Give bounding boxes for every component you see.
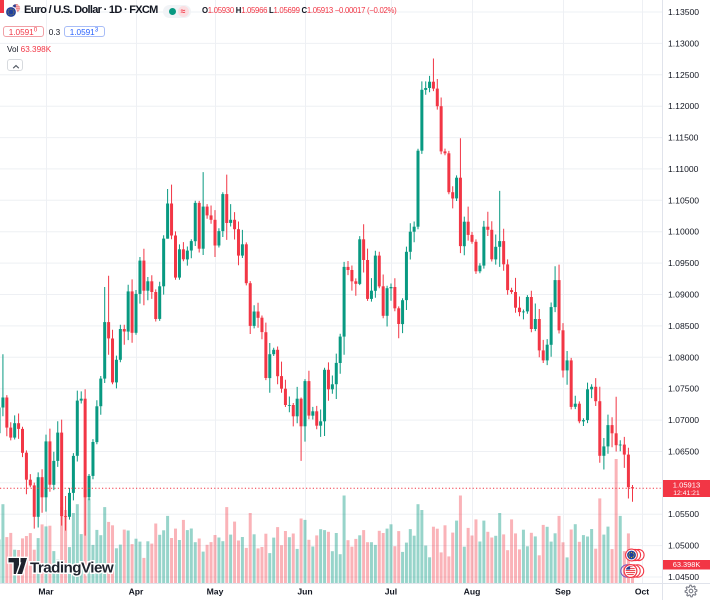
svg-text:63.398K: 63.398K [673, 560, 701, 569]
svg-text:Sep: Sep [555, 587, 571, 597]
svg-text:1.09000: 1.09000 [668, 290, 699, 300]
svg-text:1.05913: 1.05913 [673, 481, 700, 490]
svg-text:1.08000: 1.08000 [668, 352, 699, 362]
svg-text:Aug: Aug [464, 587, 481, 597]
svg-text:1.12500: 1.12500 [668, 70, 699, 80]
svg-text:Jun: Jun [297, 587, 312, 597]
svg-text:1.07500: 1.07500 [668, 384, 699, 394]
svg-text:1.10500: 1.10500 [668, 195, 699, 205]
svg-text:1.10000: 1.10000 [668, 227, 699, 237]
svg-text:1.06500: 1.06500 [668, 447, 699, 457]
svg-text:Mar: Mar [38, 587, 54, 597]
svg-text:1.05500: 1.05500 [668, 509, 699, 519]
svg-text:Oct: Oct [635, 587, 649, 597]
svg-text:1.12000: 1.12000 [668, 101, 699, 111]
svg-text:1.04500: 1.04500 [668, 572, 699, 582]
svg-text:1.13000: 1.13000 [668, 38, 699, 48]
svg-text:TradingView: TradingView [30, 560, 114, 577]
svg-text:1.11500: 1.11500 [668, 133, 699, 143]
svg-text:1.11000: 1.11000 [668, 164, 699, 174]
svg-text:1.08500: 1.08500 [668, 321, 699, 331]
svg-text:Apr: Apr [129, 587, 144, 597]
svg-text:12:41:21: 12:41:21 [673, 490, 700, 497]
svg-text:Jul: Jul [385, 587, 397, 597]
svg-text:1.05000: 1.05000 [668, 541, 699, 551]
svg-text:1.09500: 1.09500 [668, 258, 699, 268]
svg-text:May: May [207, 587, 224, 597]
svg-text:1.07000: 1.07000 [668, 415, 699, 425]
svg-text:1.13500: 1.13500 [668, 7, 699, 17]
